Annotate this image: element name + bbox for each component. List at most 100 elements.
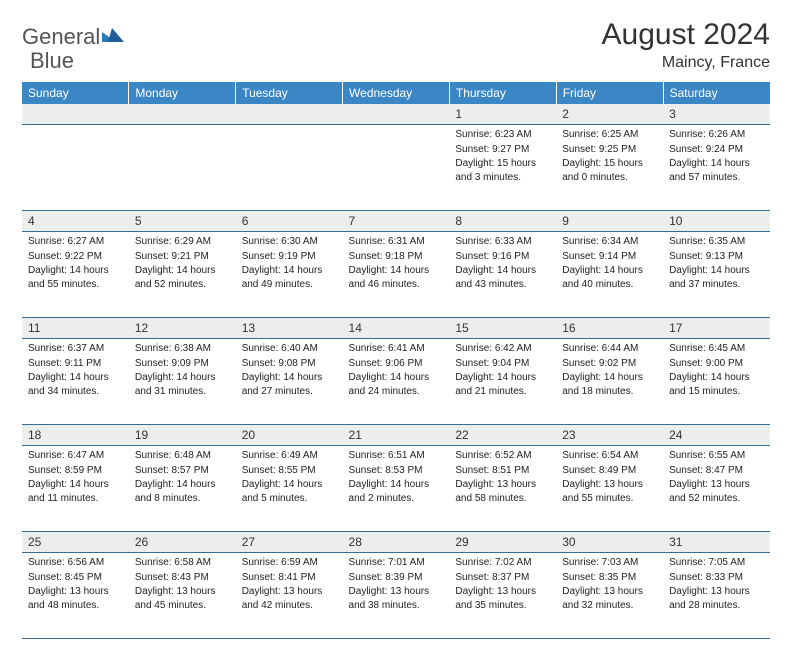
sunset-text: Sunset: 9:21 PM — [135, 250, 230, 264]
daylight-text: Daylight: 14 hours and 5 minutes. — [242, 478, 337, 505]
daylight-text: Daylight: 13 hours and 42 minutes. — [242, 585, 337, 612]
day-detail-cell — [236, 125, 343, 211]
daylight-text: Daylight: 15 hours and 0 minutes. — [562, 157, 657, 184]
day-number — [22, 104, 129, 124]
sunset-text: Sunset: 9:25 PM — [562, 143, 657, 157]
sunset-text: Sunset: 9:16 PM — [455, 250, 550, 264]
day-details: Sunrise: 6:55 AMSunset: 8:47 PMDaylight:… — [663, 446, 770, 512]
day-number: 25 — [22, 532, 129, 552]
day-number: 29 — [449, 532, 556, 552]
daylight-text: Daylight: 14 hours and 55 minutes. — [28, 264, 123, 291]
day-number-cell: 30 — [556, 532, 663, 553]
day-detail-cell: Sunrise: 6:58 AMSunset: 8:43 PMDaylight:… — [129, 553, 236, 639]
day-details: Sunrise: 6:41 AMSunset: 9:06 PMDaylight:… — [343, 339, 450, 405]
day-number-cell: 26 — [129, 532, 236, 553]
week-detail-row: Sunrise: 6:37 AMSunset: 9:11 PMDaylight:… — [22, 339, 770, 425]
day-number: 27 — [236, 532, 343, 552]
daylight-text: Daylight: 14 hours and 31 minutes. — [135, 371, 230, 398]
sunrise-text: Sunrise: 6:31 AM — [349, 235, 444, 249]
day-detail-cell: Sunrise: 6:27 AMSunset: 9:22 PMDaylight:… — [22, 232, 129, 318]
sunrise-text: Sunrise: 6:51 AM — [349, 449, 444, 463]
daylight-text: Daylight: 13 hours and 58 minutes. — [455, 478, 550, 505]
day-number-cell: 27 — [236, 532, 343, 553]
day-number: 1 — [449, 104, 556, 124]
week-number-row: 45678910 — [22, 211, 770, 232]
day-header-row: Sunday Monday Tuesday Wednesday Thursday… — [22, 82, 770, 104]
day-detail-cell: Sunrise: 6:45 AMSunset: 9:00 PMDaylight:… — [663, 339, 770, 425]
day-number: 9 — [556, 211, 663, 231]
daylight-text: Daylight: 14 hours and 24 minutes. — [349, 371, 444, 398]
day-details: Sunrise: 6:42 AMSunset: 9:04 PMDaylight:… — [449, 339, 556, 405]
day-details: Sunrise: 6:49 AMSunset: 8:55 PMDaylight:… — [236, 446, 343, 512]
header: General August 2024 Maincy, France — [22, 18, 770, 72]
daylight-text: Daylight: 13 hours and 52 minutes. — [669, 478, 764, 505]
day-number: 16 — [556, 318, 663, 338]
day-header: Sunday — [22, 82, 129, 104]
day-details: Sunrise: 6:37 AMSunset: 9:11 PMDaylight:… — [22, 339, 129, 405]
day-details: Sunrise: 7:03 AMSunset: 8:35 PMDaylight:… — [556, 553, 663, 619]
day-number: 13 — [236, 318, 343, 338]
sunset-text: Sunset: 8:33 PM — [669, 571, 764, 585]
day-number-cell: 1 — [449, 104, 556, 125]
day-detail-cell — [343, 125, 450, 211]
day-number-cell: 2 — [556, 104, 663, 125]
daylight-text: Daylight: 13 hours and 55 minutes. — [562, 478, 657, 505]
logo-text-part2: Blue — [30, 48, 74, 73]
daylight-text: Daylight: 13 hours and 35 minutes. — [455, 585, 550, 612]
sunrise-text: Sunrise: 6:47 AM — [28, 449, 123, 463]
day-detail-cell: Sunrise: 7:01 AMSunset: 8:39 PMDaylight:… — [343, 553, 450, 639]
day-detail-cell — [22, 125, 129, 211]
day-number-cell: 5 — [129, 211, 236, 232]
day-number — [343, 104, 450, 124]
day-number-cell: 16 — [556, 318, 663, 339]
sunrise-text: Sunrise: 6:52 AM — [455, 449, 550, 463]
day-number: 18 — [22, 425, 129, 445]
daylight-text: Daylight: 14 hours and 52 minutes. — [135, 264, 230, 291]
day-number: 19 — [129, 425, 236, 445]
day-details: Sunrise: 6:56 AMSunset: 8:45 PMDaylight:… — [22, 553, 129, 619]
day-detail-cell: Sunrise: 6:33 AMSunset: 9:16 PMDaylight:… — [449, 232, 556, 318]
day-number — [129, 104, 236, 124]
day-number — [236, 104, 343, 124]
logo-text-part2-wrap: Blue — [30, 48, 74, 74]
day-number: 5 — [129, 211, 236, 231]
day-number: 15 — [449, 318, 556, 338]
day-details: Sunrise: 6:38 AMSunset: 9:09 PMDaylight:… — [129, 339, 236, 405]
day-number-cell: 13 — [236, 318, 343, 339]
day-number-cell: 14 — [343, 318, 450, 339]
daylight-text: Daylight: 14 hours and 34 minutes. — [28, 371, 123, 398]
day-number-cell: 20 — [236, 425, 343, 446]
sunset-text: Sunset: 8:37 PM — [455, 571, 550, 585]
daylight-text: Daylight: 13 hours and 28 minutes. — [669, 585, 764, 612]
day-number: 31 — [663, 532, 770, 552]
daylight-text: Daylight: 14 hours and 37 minutes. — [669, 264, 764, 291]
day-detail-cell: Sunrise: 6:37 AMSunset: 9:11 PMDaylight:… — [22, 339, 129, 425]
day-detail-cell: Sunrise: 7:02 AMSunset: 8:37 PMDaylight:… — [449, 553, 556, 639]
daylight-text: Daylight: 13 hours and 48 minutes. — [28, 585, 123, 612]
day-details: Sunrise: 6:45 AMSunset: 9:00 PMDaylight:… — [663, 339, 770, 405]
sunrise-text: Sunrise: 6:42 AM — [455, 342, 550, 356]
day-number: 12 — [129, 318, 236, 338]
sunset-text: Sunset: 9:06 PM — [349, 357, 444, 371]
day-number-cell: 4 — [22, 211, 129, 232]
day-details: Sunrise: 6:35 AMSunset: 9:13 PMDaylight:… — [663, 232, 770, 298]
daylight-text: Daylight: 14 hours and 8 minutes. — [135, 478, 230, 505]
day-number: 22 — [449, 425, 556, 445]
day-number: 20 — [236, 425, 343, 445]
day-number-cell: 25 — [22, 532, 129, 553]
day-detail-cell: Sunrise: 6:26 AMSunset: 9:24 PMDaylight:… — [663, 125, 770, 211]
day-number-cell: 24 — [663, 425, 770, 446]
sunset-text: Sunset: 9:00 PM — [669, 357, 764, 371]
day-details: Sunrise: 6:51 AMSunset: 8:53 PMDaylight:… — [343, 446, 450, 512]
day-number-cell: 11 — [22, 318, 129, 339]
day-number-cell: 22 — [449, 425, 556, 446]
title-block: August 2024 Maincy, France — [602, 18, 770, 72]
daylight-text: Daylight: 14 hours and 18 minutes. — [562, 371, 657, 398]
day-number-cell — [236, 104, 343, 125]
sunrise-text: Sunrise: 7:02 AM — [455, 556, 550, 570]
day-detail-cell: Sunrise: 6:44 AMSunset: 9:02 PMDaylight:… — [556, 339, 663, 425]
sunrise-text: Sunrise: 6:41 AM — [349, 342, 444, 356]
day-details: Sunrise: 6:59 AMSunset: 8:41 PMDaylight:… — [236, 553, 343, 619]
day-details: Sunrise: 6:33 AMSunset: 9:16 PMDaylight:… — [449, 232, 556, 298]
day-detail-cell: Sunrise: 6:31 AMSunset: 9:18 PMDaylight:… — [343, 232, 450, 318]
